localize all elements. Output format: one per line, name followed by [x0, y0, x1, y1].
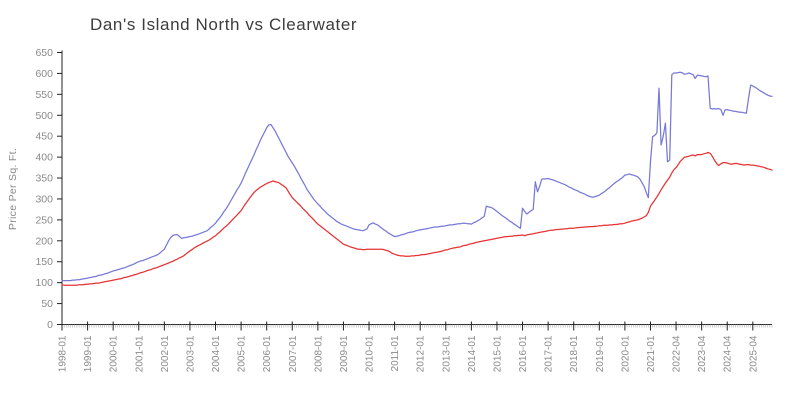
x-tick-label: 2006-01	[262, 335, 273, 372]
x-tick-label: 1998-01	[58, 335, 69, 372]
x-tick-label: 2010-01	[365, 335, 376, 372]
y-tick-label: 200	[35, 235, 53, 247]
x-tick-label: 2009-01	[339, 335, 350, 372]
x-tick-label: 2003-01	[185, 335, 196, 372]
y-tick-label: 400	[35, 152, 53, 164]
x-tick-label: 2020-01	[620, 335, 631, 372]
y-tick-label: 600	[35, 68, 53, 80]
x-tick-label: 2008-01	[313, 335, 324, 372]
x-tick-label: 2017-01	[544, 335, 555, 372]
y-tick-label: 50	[41, 298, 53, 310]
x-tick-label: 2015-01	[492, 335, 503, 372]
y-tick-label: 550	[35, 89, 53, 101]
x-tick-label: 2014-01	[467, 335, 478, 372]
y-tick-label: 250	[35, 214, 53, 226]
series-line-dan-s-island-north	[61, 71, 773, 282]
y-tick-label: 350	[35, 173, 53, 185]
x-tick-label: 2018-01	[569, 335, 580, 372]
x-tick-label: 2025-04	[748, 335, 759, 372]
x-tick-label: 2013-01	[441, 335, 452, 372]
x-tick-label: 2001-01	[134, 335, 145, 372]
x-tick-label: 2005-01	[237, 335, 248, 372]
y-tick-label: 0	[47, 319, 53, 331]
x-tick-label: 2021-01	[646, 335, 657, 372]
x-tick-label: 1999-01	[83, 335, 94, 372]
x-tick-label: 2004-01	[211, 335, 222, 372]
x-tick-label: 2012-01	[416, 335, 427, 372]
y-tick-label: 500	[35, 110, 53, 122]
x-tick-label: 2019-01	[595, 335, 606, 372]
y-tick-label: 650	[35, 47, 53, 59]
x-tick-label: 2011-01	[390, 335, 401, 371]
x-tick-label: 2022-04	[672, 335, 683, 372]
y-tick-label: 450	[35, 131, 53, 143]
y-tick-label: 150	[35, 256, 53, 268]
series-line-clearwater	[61, 151, 773, 286]
x-tick-label: 2023-04	[697, 335, 708, 372]
x-tick-label: 2000-01	[109, 335, 120, 372]
x-tick-label: 2002-01	[160, 335, 171, 372]
chart-title: Dan's Island North vs Clearwater	[90, 15, 358, 34]
x-tick-label: 2016-01	[518, 335, 529, 372]
x-tick-label: 2007-01	[288, 335, 299, 372]
x-tick-label: 2024-04	[723, 335, 734, 372]
y-tick-label: 300	[35, 193, 53, 205]
y-tick-label: 100	[35, 277, 53, 289]
